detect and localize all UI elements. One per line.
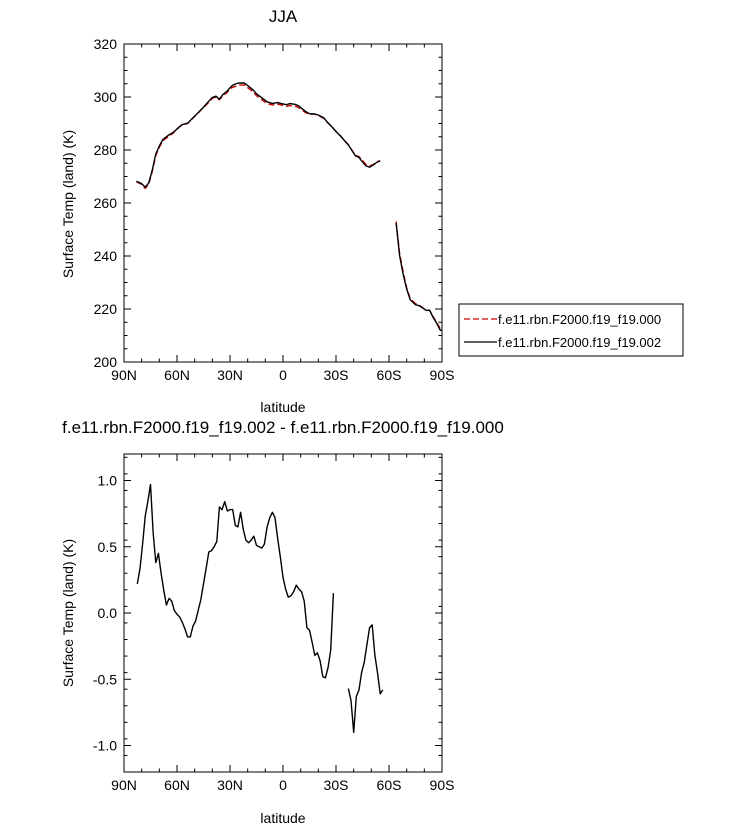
top-y-tick-label: 320	[94, 36, 118, 52]
bottom-x-tick-label: 90S	[430, 777, 455, 793]
bottom-y-tick-label: -1.0	[93, 738, 117, 754]
top-y-tick-label: 240	[94, 248, 118, 264]
top-y-tick-label: 260	[94, 195, 118, 211]
top-y-tick-label: 220	[94, 301, 118, 317]
top-x-tick-label: 60N	[164, 367, 190, 383]
legend-label-series-000: f.e11.rbn.F2000.f19_f19.000	[498, 312, 661, 327]
bottom-series-0-line-segment-1	[347, 624, 384, 733]
bottom-x-tick-label: 30S	[324, 777, 349, 793]
top-x-axis-label: latitude	[260, 399, 305, 415]
bottom-y-tick-label: 0.0	[98, 605, 118, 621]
bottom-panel: f.e11.rbn.F2000.f19_f19.002 - f.e11.rbn.…	[60, 418, 504, 826]
top-y-tick-label: 280	[94, 142, 118, 158]
top-x-tick-label: 90S	[430, 367, 455, 383]
top-series-0-line-segment-0	[136, 84, 381, 190]
bottom-plot-area: 90N 60N 30N 0 30S 60S 90S -1.0 -0.5 0.0 0.5 1.0	[93, 453, 455, 793]
bottom-x-tick-label: 30N	[217, 777, 243, 793]
bottom-x-tick-label: 60S	[377, 777, 402, 793]
top-series-1-line-segment-1	[395, 223, 443, 332]
bottom-series-0-line-segment-0	[136, 483, 335, 679]
top-x-tick-label: 60S	[377, 367, 402, 383]
top-plot-frame	[123, 43, 443, 363]
top-plot-area: 90N 60N 30N 0 30S 60S 90S 200 220 240 260 280 300 320	[94, 36, 455, 383]
bottom-x-tick-label: 90N	[111, 777, 137, 793]
bottom-chart-title: f.e11.rbn.F2000.f19_f19.002 - f.e11.rbn.…	[62, 418, 504, 437]
top-x-tick-label: 90N	[111, 367, 137, 383]
top-series-1-line-segment-0	[136, 82, 381, 188]
bottom-plot-frame	[123, 453, 443, 773]
bottom-x-axis-label: latitude	[260, 810, 305, 826]
legend-box	[458, 303, 684, 357]
top-panel: JJA 90N 60N 30N 0 30S 60S 90S 200 220 240 260 280 30…	[60, 7, 684, 415]
top-x-tick-label: 0	[279, 367, 287, 383]
top-chart-title: JJA	[269, 7, 298, 26]
bottom-y-tick-label: 0.5	[98, 539, 118, 555]
bottom-y-tick-label: 1.0	[98, 473, 118, 489]
top-y-tick-label: 300	[94, 89, 118, 105]
top-x-tick-label: 30N	[217, 367, 243, 383]
bottom-x-tick-label: 60N	[164, 777, 190, 793]
bottom-y-tick-label: -0.5	[93, 671, 117, 687]
bottom-x-tick-label: 0	[279, 777, 287, 793]
top-y-axis-label: Surface Temp (land) (K)	[60, 130, 76, 278]
top-x-tick-label: 30S	[324, 367, 349, 383]
bottom-y-axis-label: Surface Temp (land) (K)	[60, 539, 76, 687]
legend-label-series-002: f.e11.rbn.F2000.f19_f19.002	[498, 335, 661, 350]
top-y-tick-label: 200	[94, 354, 118, 370]
legend: f.e11.rbn.F2000.f19_f19.000 f.e11.rbn.F2…	[458, 303, 684, 357]
